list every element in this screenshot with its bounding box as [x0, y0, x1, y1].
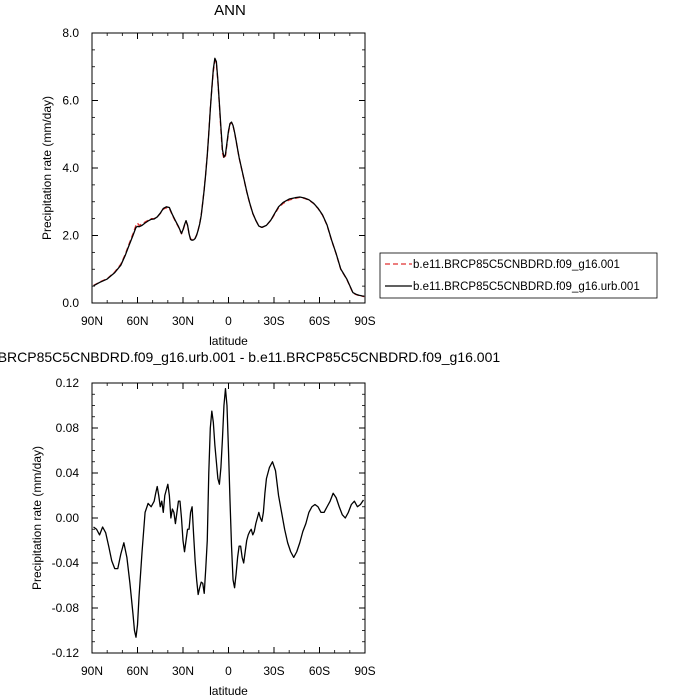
legend-box: [379, 252, 658, 299]
x-tick-label: 60N: [126, 664, 148, 678]
y-tick-label: 0.00: [56, 511, 80, 525]
y-tick-label: 8.0: [62, 26, 79, 40]
panel-difference: b.e11.BRCP85C5CNBDRD.f09_g16.urb.001 - b…: [0, 349, 500, 698]
y-tick-label: 0.08: [56, 421, 80, 435]
x-tick-label: 90N: [81, 314, 103, 328]
chart-title: b.e11.BRCP85C5CNBDRD.f09_g16.urb.001 - b…: [0, 349, 500, 365]
x-tick-label: 0: [225, 664, 232, 678]
x-tick-label: 30N: [172, 314, 194, 328]
y-tick-label: 4.0: [62, 161, 79, 175]
y-axis-label: Precipitation rate (mm/day): [40, 96, 54, 240]
legend-label-control: b.e11.BRCP85C5CNBDRD.f09_g16.001: [413, 259, 620, 271]
x-axis-label: latitude: [209, 684, 248, 698]
legend: b.e11.BRCP85C5CNBDRD.f09_g16.001 b.e11.B…: [379, 252, 658, 299]
panel-annual-precip: ANN 90N 60N 30N 0 30S 60S 90S 0.0 2.0 4.0 6.0 8.0 l…: [40, 2, 658, 348]
y-tick-label: -0.12: [52, 646, 80, 660]
x-tick-label: 60N: [126, 314, 148, 328]
y-tick-label: -0.08: [52, 601, 80, 615]
x-tick-label: 30S: [263, 314, 284, 328]
y-tick-label: -0.04: [52, 556, 80, 570]
series-line-2: [93, 57, 365, 297]
axis-ticks: 90N 60N 30N 0 30S 60S 90S 0.0 2.0 4.0 6.0 8.0: [62, 26, 375, 328]
x-tick-label: 90N: [81, 664, 103, 678]
x-tick-label: 0: [225, 314, 232, 328]
x-tick-label: 60S: [309, 664, 330, 678]
y-tick-label: 0.0: [62, 296, 79, 310]
series-group: [93, 57, 365, 298]
y-axis-label: Precipitation rate (mm/day): [30, 446, 44, 590]
legend-label-urban: b.e11.BRCP85C5CNBDRD.f09_g16.urb.001: [413, 281, 640, 293]
x-tick-label: 60S: [309, 314, 330, 328]
y-tick-label: 0.04: [56, 466, 80, 480]
x-tick-label: 30N: [172, 664, 194, 678]
series-group: [93, 387, 365, 638]
x-tick-label: 90S: [354, 314, 375, 328]
chart-title: ANN: [214, 2, 246, 19]
y-tick-label: 6.0: [62, 94, 79, 108]
x-tick-label: 90S: [354, 664, 375, 678]
y-tick-label: 2.0: [62, 229, 79, 243]
axis-ticks: 90N 60N 30N 0 30S 60S 90S -0.12 -0.08 -0.04 0.00 0.…: [52, 376, 376, 678]
series-line-1: [93, 60, 365, 298]
plot-frame: [91, 32, 366, 304]
series-line-1: [93, 387, 365, 638]
y-tick-label: 0.12: [56, 376, 80, 390]
x-axis-label: latitude: [209, 334, 248, 348]
x-tick-label: 30S: [263, 664, 284, 678]
